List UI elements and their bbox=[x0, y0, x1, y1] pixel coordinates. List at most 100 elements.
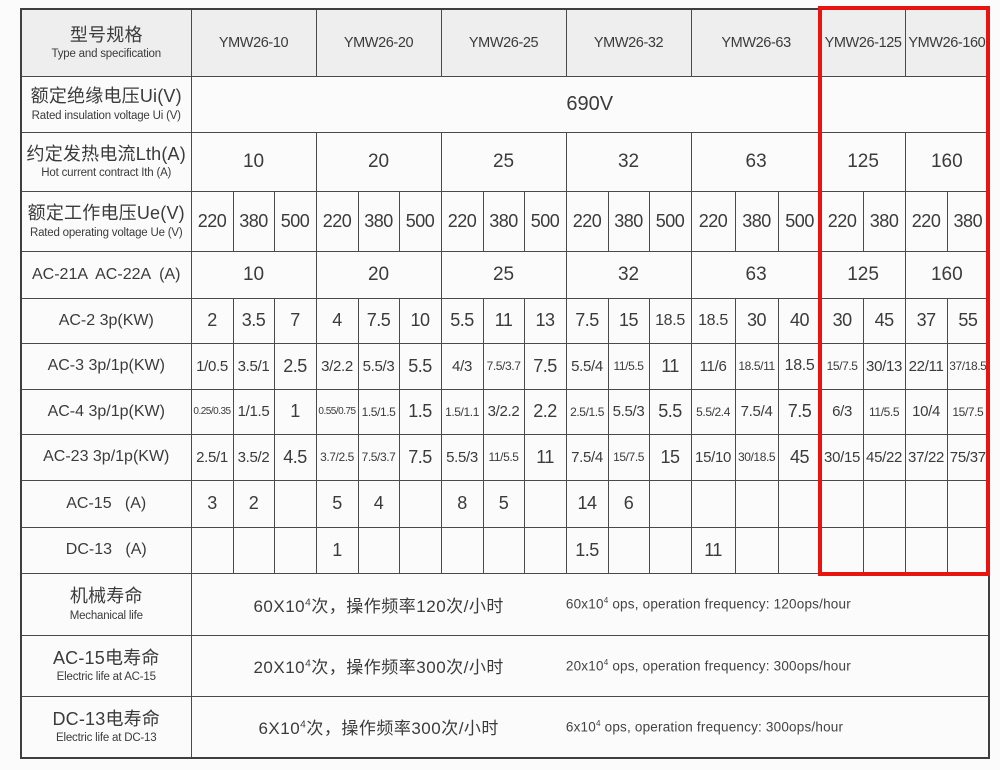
row-label-en: Electric life at DC-13 bbox=[56, 732, 157, 745]
header-row: 型号规格 Type and specification YMW26-10 YMW26-… bbox=[20, 8, 990, 77]
cell-dc13-18 bbox=[946, 526, 990, 574]
cell-ac21a-ac22a-0: 10 bbox=[190, 250, 317, 299]
cell-operating-voltage-3: 220 bbox=[315, 190, 359, 252]
cell-ac2-9: 7.5 bbox=[565, 297, 609, 344]
cell-ac15-17 bbox=[904, 479, 948, 528]
cell-ac3-17: 22/11 bbox=[904, 342, 948, 390]
row-label-cn: AC-3 3p/1p(KW) bbox=[47, 357, 165, 374]
cell-ac15-18 bbox=[946, 479, 990, 528]
cell-operating-voltage-0: 220 bbox=[190, 190, 234, 252]
cell-dc13-12: 11 bbox=[690, 526, 736, 574]
cell-ac4-9: 2.5/1.5 bbox=[565, 388, 609, 435]
cell-ac3-11: 11 bbox=[648, 342, 692, 390]
cell-thermal-current-3: 32 bbox=[565, 131, 692, 192]
cell-ac15-2 bbox=[273, 479, 317, 528]
life-text-cn: 60X104次，操作频率120次/小时 bbox=[253, 596, 504, 616]
cell-ac23-9: 7.5/4 bbox=[565, 433, 609, 481]
cell-ac3-1: 3.5/1 bbox=[232, 342, 275, 390]
cell-ac23-6: 5.5/3 bbox=[440, 433, 484, 481]
cell-ac4-4: 1.5/1.5 bbox=[357, 388, 400, 435]
cell-operating-voltage-16: 380 bbox=[862, 190, 906, 252]
cell-ac4-3: 0.55/0.75 bbox=[315, 388, 359, 435]
cell-ac23-13: 30/18.5 bbox=[734, 433, 779, 481]
cell-ac2-12: 18.5 bbox=[690, 297, 736, 344]
row-label-cn: 额定绝缘电压Ui(V) bbox=[30, 86, 182, 107]
cell-dc13-life: 6X104次，操作频率300次/小时 6x104 ops, operation f… bbox=[190, 695, 990, 759]
cell-ac4-0: 0.25/0.35 bbox=[190, 388, 234, 435]
cell-thermal-current-1: 20 bbox=[315, 131, 442, 192]
cell-ac15-9: 14 bbox=[565, 479, 609, 528]
cell-ac15-0: 3 bbox=[190, 479, 234, 528]
row-label-cn: AC-23 3p/1p(KW) bbox=[43, 448, 170, 465]
cell-ac2-6: 5.5 bbox=[440, 297, 484, 344]
life-text: 6X104次，操作频率300次/小时 6x104 ops, operation f… bbox=[192, 714, 988, 739]
row-label-mech-life: 机械寿命 Mechanical life bbox=[20, 572, 192, 636]
cell-ac21a-ac22a-1: 20 bbox=[315, 250, 442, 299]
table-row-ac23: AC-23 3p/1p(KW) 2.5/1 3.5/2 4.5 3.7/2.5 7.5/3… bbox=[20, 433, 990, 481]
life-text: 60X104次，操作频率120次/小时 60x104 ops, operation… bbox=[192, 592, 988, 617]
model-header-YMW26-125: YMW26-125 bbox=[820, 8, 906, 77]
table-row-mech-life: 机械寿命 Mechanical life 60X104次，操作频率120次/小时 60… bbox=[20, 572, 990, 636]
table-row-ac4: AC-4 3p/1p(KW) 0.25/0.35 1/1.5 1 0.55/0.75 1.… bbox=[20, 388, 990, 435]
cell-ac2-5: 10 bbox=[398, 297, 442, 344]
table-row-thermal-current: 约定发热电流Lth(A) Hot current contract Ith (A)… bbox=[20, 131, 990, 192]
cell-ac3-3: 3/2.2 bbox=[315, 342, 359, 390]
cell-ac23-3: 3.7/2.5 bbox=[315, 433, 359, 481]
cell-operating-voltage-1: 380 bbox=[232, 190, 275, 252]
row-label-cn: DC-13 (A) bbox=[65, 541, 147, 558]
cell-ac23-12: 15/10 bbox=[690, 433, 736, 481]
cell-ac4-12: 5.5/2.4 bbox=[690, 388, 736, 435]
row-label-cn: 型号规格 bbox=[69, 24, 143, 45]
cell-mech-life: 60X104次，操作频率120次/小时 60x104 ops, operation… bbox=[190, 572, 990, 636]
row-label-ac21a-ac22a: AC-21A AC-22A (A) bbox=[20, 250, 192, 299]
row-label-ac15-life: AC-15电寿命 Electric life at AC-15 bbox=[20, 634, 192, 697]
model-header-YMW26-10: YMW26-10 bbox=[190, 8, 317, 77]
row-label-cn: AC-21A AC-22A (A) bbox=[31, 265, 181, 283]
cell-ac4-18: 15/7.5 bbox=[946, 388, 990, 435]
cell-operating-voltage-12: 220 bbox=[690, 190, 736, 252]
cell-ac3-5: 5.5 bbox=[398, 342, 442, 390]
cell-ac23-15: 30/15 bbox=[820, 433, 864, 481]
row-label-en: Hot current contract Ith (A) bbox=[41, 167, 172, 180]
cell-dc13-7 bbox=[482, 526, 525, 574]
cell-ac15-12 bbox=[690, 479, 736, 528]
cell-ac3-0: 1/0.5 bbox=[190, 342, 234, 390]
row-label-en: Mechanical life bbox=[69, 609, 143, 622]
cell-operating-voltage-2: 500 bbox=[273, 190, 317, 252]
cell-ac23-18: 75/37 bbox=[946, 433, 990, 481]
row-label-cn: 约定发热电流Lth(A) bbox=[26, 143, 186, 164]
model-header-YMW26-32: YMW26-32 bbox=[565, 8, 692, 77]
cell-insulation: 690V bbox=[190, 75, 990, 133]
cell-ac2-11: 18.5 bbox=[648, 297, 692, 344]
cell-dc13-14 bbox=[777, 526, 822, 574]
cell-ac2-18: 55 bbox=[946, 297, 990, 344]
row-label-dc13: DC-13 (A) bbox=[20, 526, 192, 574]
row-label-model-header: 型号规格 Type and specification bbox=[20, 8, 192, 77]
row-label-operating-voltage: 额定工作电压Ue(V) Rated operating voltage Ue (V… bbox=[20, 190, 192, 252]
cell-ac15-1: 2 bbox=[232, 479, 275, 528]
cell-ac23-0: 2.5/1 bbox=[190, 433, 234, 481]
row-label-en: Type and specification bbox=[51, 48, 162, 61]
model-header-YMW26-25: YMW26-25 bbox=[440, 8, 567, 77]
cell-ac15-10: 6 bbox=[607, 479, 650, 528]
cell-ac2-8: 13 bbox=[523, 297, 567, 344]
table-row-ac15: AC-15 (A) 3 2 5 4 8 5 14 6 bbox=[20, 479, 990, 528]
cell-ac2-13: 30 bbox=[734, 297, 779, 344]
cell-ac4-14: 7.5 bbox=[777, 388, 822, 435]
cell-ac15-life: 20X104次，操作频率300次/小时 20x104 ops, operation… bbox=[190, 634, 990, 697]
table-row-dc13: DC-13 (A) 1 1.5 11 bbox=[20, 526, 990, 574]
cell-dc13-9: 1.5 bbox=[565, 526, 609, 574]
cell-thermal-current-5: 125 bbox=[820, 131, 906, 192]
cell-ac2-1: 3.5 bbox=[232, 297, 275, 344]
table-row-ac2: AC-2 3p(KW) 2 3.5 7 4 7.5 10 5.5 11 13 7.5 15 18.5 18… bbox=[20, 297, 990, 344]
cell-dc13-0 bbox=[190, 526, 234, 574]
life-text-en: 60x104 ops, operation frequency: 120ops/… bbox=[565, 596, 851, 612]
cell-ac3-13: 18.5/11 bbox=[734, 342, 779, 390]
model-header-YMW26-63: YMW26-63 bbox=[690, 8, 822, 77]
table-row-ac3: AC-3 3p/1p(KW) 1/0.5 3.5/1 2.5 3/2.2 5.5/3 5.5… bbox=[20, 342, 990, 390]
life-text-cn: 6X104次，操作频率300次/小时 bbox=[258, 719, 499, 739]
cell-operating-voltage-13: 380 bbox=[734, 190, 779, 252]
cell-ac23-5: 7.5 bbox=[398, 433, 442, 481]
cell-ac15-4: 4 bbox=[357, 479, 400, 528]
